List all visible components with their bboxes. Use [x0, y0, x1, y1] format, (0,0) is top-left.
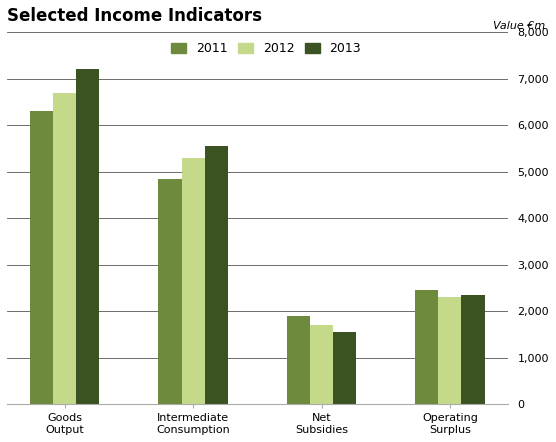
Text: Value €m: Value €m [493, 21, 545, 31]
Bar [287, 316, 310, 404]
Bar [205, 146, 228, 404]
Bar [53, 92, 76, 404]
Bar [461, 295, 485, 404]
Bar [333, 332, 356, 404]
Bar [182, 158, 205, 404]
Bar [76, 69, 100, 404]
Bar [438, 297, 461, 404]
Bar [310, 325, 333, 404]
Text: Selected Income Indicators: Selected Income Indicators [7, 7, 262, 25]
Bar [30, 111, 53, 404]
Legend: 2011, 2012, 2013: 2011, 2012, 2013 [171, 42, 361, 55]
Bar [158, 179, 182, 404]
Bar [415, 290, 438, 404]
